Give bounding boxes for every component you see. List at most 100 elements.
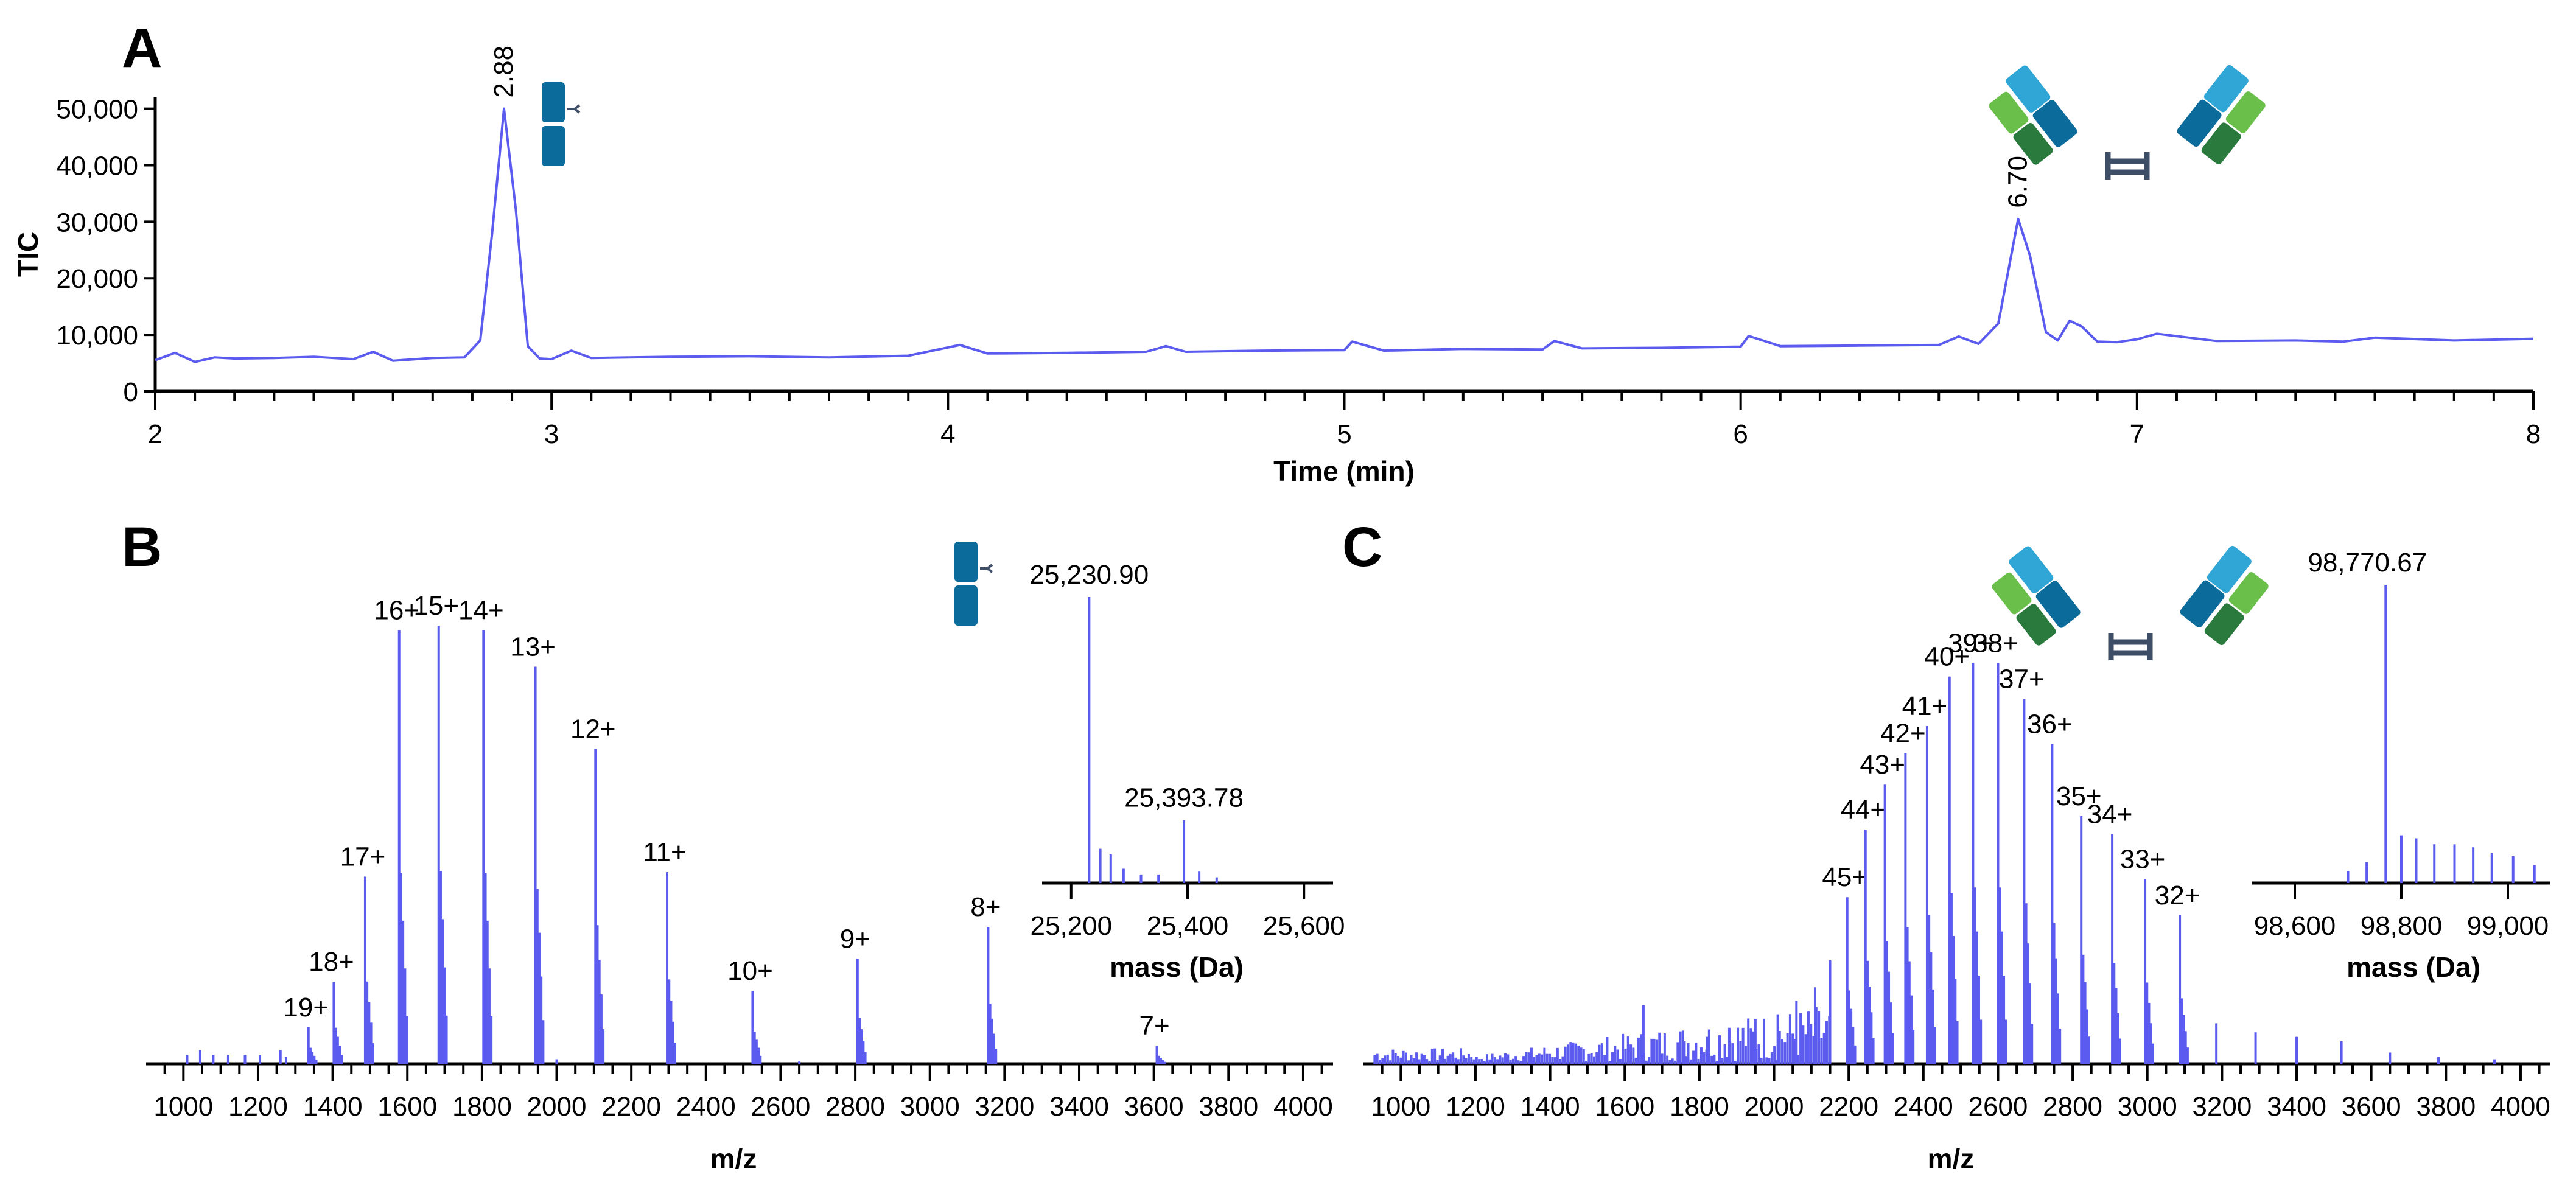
- x-tick-label-b: 1200: [228, 1092, 288, 1122]
- x-axis-label-a: Time (min): [1273, 455, 1415, 487]
- y-tick-label-a: 0: [124, 377, 138, 407]
- x-tick-label-c: 3200: [2192, 1092, 2252, 1122]
- inset-tick-label-c: 98,800: [2361, 911, 2443, 941]
- x-tick-label-c: 2400: [1894, 1092, 1953, 1122]
- x-tick-label-c: 4000: [2491, 1092, 2550, 1122]
- panel-c-spectrum: C m/z 1000 1200 1400 1600 1800 2000 2200 2400 26…: [1342, 516, 2550, 1175]
- deconvoluted-inset-c: 98,600 98,800 99,000 98,770.67: [2252, 548, 2550, 941]
- charge-label-c: 43+: [1860, 750, 1905, 780]
- charge-label-b: 13+: [510, 632, 556, 662]
- inset-x-label-b: mass (Da): [1110, 951, 1244, 983]
- x-tick-label-c: 2600: [1969, 1092, 2028, 1122]
- charge-label-c: 32+: [2155, 881, 2200, 910]
- tic-trace: [155, 107, 2534, 363]
- charge-label-c: 39+: [1948, 628, 1993, 658]
- x-tick-label-c: 2800: [2043, 1092, 2102, 1122]
- y-tick-label-a: 10,000: [56, 321, 138, 351]
- light-chain-icon: [541, 81, 581, 167]
- x-tick-label-b: 2000: [527, 1092, 587, 1122]
- inset-x-label-c: mass (Da): [2347, 951, 2480, 983]
- x-tick-label-c: 1800: [1670, 1092, 1729, 1122]
- charge-label-c: 33+: [2120, 845, 2166, 875]
- x-tick-label-b: 4000: [1273, 1092, 1333, 1122]
- y-tick-label-a: 20,000: [56, 264, 138, 294]
- y-tick-label-a: 50,000: [56, 95, 138, 125]
- x-tick-label-a: 5: [1337, 419, 1351, 449]
- charge-label-c: 41+: [1902, 691, 1948, 721]
- x-tick-label-c: 2200: [1819, 1092, 1878, 1122]
- x-tick-label-c: 3000: [2118, 1092, 2177, 1122]
- x-tick-label-c: 3600: [2342, 1092, 2401, 1122]
- x-tick-label-b: 1600: [377, 1092, 437, 1122]
- charge-label-b: 12+: [570, 714, 616, 744]
- charge-label-b: 8+: [970, 892, 1001, 922]
- charge-label-b: 7+: [1139, 1011, 1169, 1041]
- inset-tick-label-b: 25,200: [1031, 911, 1113, 941]
- y-axis-label-a: TIC: [12, 232, 44, 277]
- charge-label-c: 37+: [1999, 665, 2045, 694]
- x-tick-label-c: 3800: [2416, 1092, 2476, 1122]
- charge-label-c: 45+: [1822, 862, 1867, 892]
- charge-label-b: 11+: [643, 837, 686, 867]
- x-tick-label-b: 3400: [1049, 1092, 1109, 1122]
- x-tick-label-b: 3800: [1199, 1092, 1258, 1122]
- charge-label-c: 44+: [1840, 795, 1886, 825]
- inset-tick-label-c: 98,600: [2254, 911, 2336, 941]
- light-chain-icon-b: [953, 540, 993, 627]
- charge-label-c: 36+: [2027, 710, 2073, 739]
- x-tick-label-b: 3000: [900, 1092, 960, 1122]
- axes-b: 1000 1200 1400 1600 1800 2000 2200 2400 2600 2800…: [146, 1062, 1333, 1122]
- peak-labels-a: 2.88 6.70: [489, 46, 2032, 208]
- y-tick-label-a: 40,000: [56, 151, 138, 181]
- x-tick-label-c: 1000: [1371, 1092, 1430, 1122]
- charge-label-b: 14+: [458, 596, 504, 626]
- x-tick-label-a: 6: [1733, 419, 1748, 449]
- charge-label-b: 10+: [727, 956, 773, 986]
- x-tick-label-a: 4: [940, 419, 955, 449]
- panel-a-chromatogram: A TIC Time (min) 2 3 4 5 6 7 8 0 10,000 20,000 30,…: [12, 17, 2541, 487]
- x-tick-label-b: 2200: [601, 1092, 661, 1122]
- x-tick-label-b: 1400: [303, 1092, 363, 1122]
- x-tick-label-c: 1600: [1595, 1092, 1654, 1122]
- x-tick-label-a: 7: [2130, 419, 2144, 449]
- deconvoluted-inset-b: 25,200 25,400 25,600 25,230.90 25,393.78: [1029, 560, 1345, 941]
- inset-tick-label-b: 25,600: [1263, 911, 1345, 941]
- x-axis-label-c: m/z: [1928, 1143, 1975, 1175]
- peak-label-a: 2.88: [489, 46, 519, 98]
- inset-mass-label-b: 25,393.78: [1124, 783, 1244, 813]
- charge-state-peaks-c: 45+ 44+ 43+42+41+ 40+39+38+ 37+ 36+ 35+34+ 33+ 3…: [1373, 628, 2496, 1064]
- x-tick-label-a: 8: [2526, 419, 2541, 449]
- inset-tick-label-b: 25,400: [1147, 911, 1229, 941]
- tic-line: [155, 107, 2534, 363]
- x-tick-label-c: 1400: [1521, 1092, 1580, 1122]
- charge-label-b: 17+: [340, 842, 386, 872]
- antibody-icon-c: [1985, 544, 2275, 660]
- x-tick-label-b: 2600: [751, 1092, 811, 1122]
- charge-label-c: 35+: [2056, 781, 2102, 811]
- axes-a: 2 3 4 5 6 7 8 0 10,000 20,000 30,000 40,000 50,000: [56, 95, 2541, 449]
- panel-label-b: B: [122, 516, 162, 578]
- panel-b-spectrum: B m/z 1000 1200 1400 1600 1800 2000 2200 2400 26…: [122, 516, 1345, 1175]
- charge-label-b: 18+: [309, 947, 354, 977]
- charge-state-peaks-b: 19+ 18+ 17+ 16+15+14+13+ 12+ 11+ 10+ 9+ 8+ 7+: [186, 591, 1170, 1064]
- axes-c: 1000 1200 1400 1600 1800 2000 2200 2400 2600 2800…: [1363, 1062, 2550, 1122]
- y-tick-label-a: 30,000: [56, 208, 138, 237]
- inset-mass-label-b: 25,230.90: [1029, 560, 1149, 590]
- charge-label-c: 40+: [1924, 642, 1970, 672]
- x-tick-label-b: 3600: [1124, 1092, 1184, 1122]
- charge-label-b: 16+: [374, 596, 419, 626]
- x-tick-label-c: 3400: [2267, 1092, 2326, 1122]
- charge-label-c: 38+: [1973, 628, 2018, 658]
- charge-label-b: 9+: [840, 924, 870, 954]
- charge-label-c: 34+: [2087, 800, 2133, 830]
- x-tick-label-a: 3: [544, 419, 559, 449]
- charge-label-b: 15+: [413, 591, 459, 621]
- charge-label-b: 19+: [283, 993, 329, 1022]
- x-axis-label-b: m/z: [710, 1143, 757, 1175]
- charge-label-c: 42+: [1880, 718, 1926, 748]
- panel-label-a: A: [122, 17, 162, 79]
- inset-mass-label-c: 98,770.67: [2308, 548, 2427, 578]
- inset-tick-label-c: 99,000: [2467, 911, 2549, 941]
- x-tick-label-b: 3200: [975, 1092, 1034, 1122]
- x-tick-label-a: 2: [148, 419, 163, 449]
